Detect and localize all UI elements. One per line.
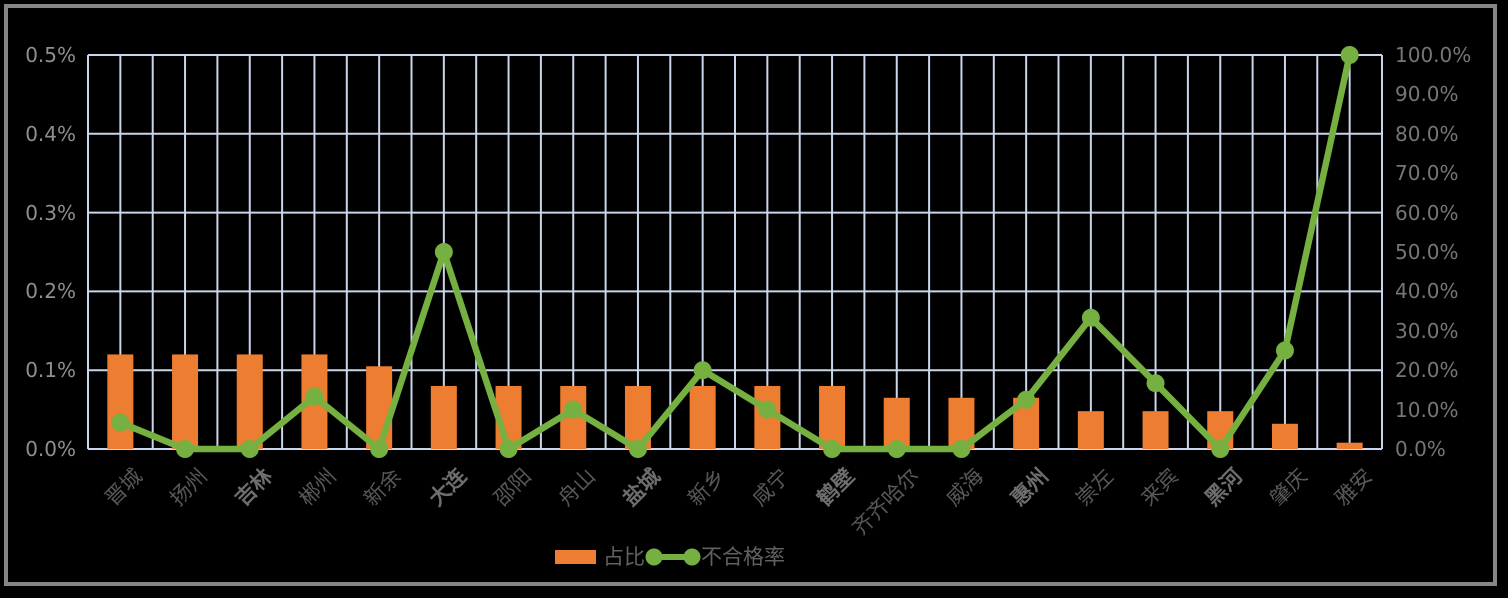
- y-axis-left-label: 0.4%: [25, 121, 76, 146]
- bar-雅安: [1336, 442, 1363, 449]
- bar-鹤壁: [819, 385, 846, 449]
- y-axis-right-label: 100.0%: [1395, 43, 1472, 67]
- legend-line-marker-icon: [645, 548, 701, 566]
- y-axis-right-label: 60.0%: [1395, 200, 1459, 225]
- y-axis-right-label: 0.0%: [1395, 437, 1446, 461]
- bar-大连: [430, 385, 457, 449]
- line-series: [119, 54, 1353, 453]
- marker-崇左: [1081, 308, 1100, 327]
- marker-来宾: [1146, 374, 1165, 393]
- marker-新乡: [693, 361, 712, 380]
- marker-惠州: [1017, 390, 1036, 409]
- legend-label-bar: 占比: [603, 545, 645, 569]
- marker-郴州: [305, 387, 324, 406]
- legend-label-line: 不合格率: [701, 545, 785, 569]
- bar-晋城: [107, 354, 134, 449]
- y-axis-left-label: 0.2%: [25, 279, 76, 304]
- bar-扬州: [172, 354, 199, 449]
- marker-黑河: [1211, 440, 1230, 458]
- chart-legend: 占比 不合格率: [555, 545, 785, 569]
- y-axis-right-label: 50.0%: [1395, 240, 1459, 264]
- marker-晋城: [111, 413, 130, 432]
- marker-齐齐哈尔: [887, 440, 906, 458]
- bar-肇庆: [1271, 423, 1298, 449]
- y-axis-left-label: 0.1%: [25, 358, 76, 383]
- y-axis-left-label: 0.0%: [25, 437, 76, 461]
- y-axis-left-label: 0.5%: [25, 43, 76, 67]
- marker-大连: [434, 243, 453, 261]
- marker-肇庆: [1275, 341, 1294, 360]
- y-axis-right-label: 70.0%: [1395, 161, 1459, 186]
- marker-吉林: [240, 440, 259, 458]
- bar-新余: [366, 366, 393, 449]
- bar-来宾: [1142, 411, 1169, 449]
- bar-崇左: [1077, 411, 1104, 449]
- marker-舟山: [564, 400, 583, 419]
- marker-雅安: [1340, 46, 1359, 64]
- marker-威海: [952, 440, 971, 458]
- marker-鹤壁: [823, 440, 842, 458]
- marker-邵阳: [499, 440, 518, 458]
- legend-bar-swatch: [555, 550, 596, 564]
- marker-新余: [370, 440, 389, 458]
- bar-新乡: [689, 385, 716, 449]
- y-axis-right-label: 40.0%: [1395, 279, 1459, 304]
- y-axis-right-label: 80.0%: [1395, 121, 1459, 146]
- y-axis-right-label: 90.0%: [1395, 82, 1459, 107]
- bar-吉林: [236, 354, 263, 449]
- y-axis-right-label: 20.0%: [1395, 358, 1459, 383]
- y-axis-left-label: 0.3%: [25, 200, 76, 225]
- y-axis-right-label: 10.0%: [1395, 397, 1459, 422]
- marker-咸宁: [758, 400, 777, 419]
- y-axis-right-label: 30.0%: [1395, 318, 1459, 343]
- marker-扬州: [176, 440, 195, 458]
- marker-盐城: [628, 440, 647, 458]
